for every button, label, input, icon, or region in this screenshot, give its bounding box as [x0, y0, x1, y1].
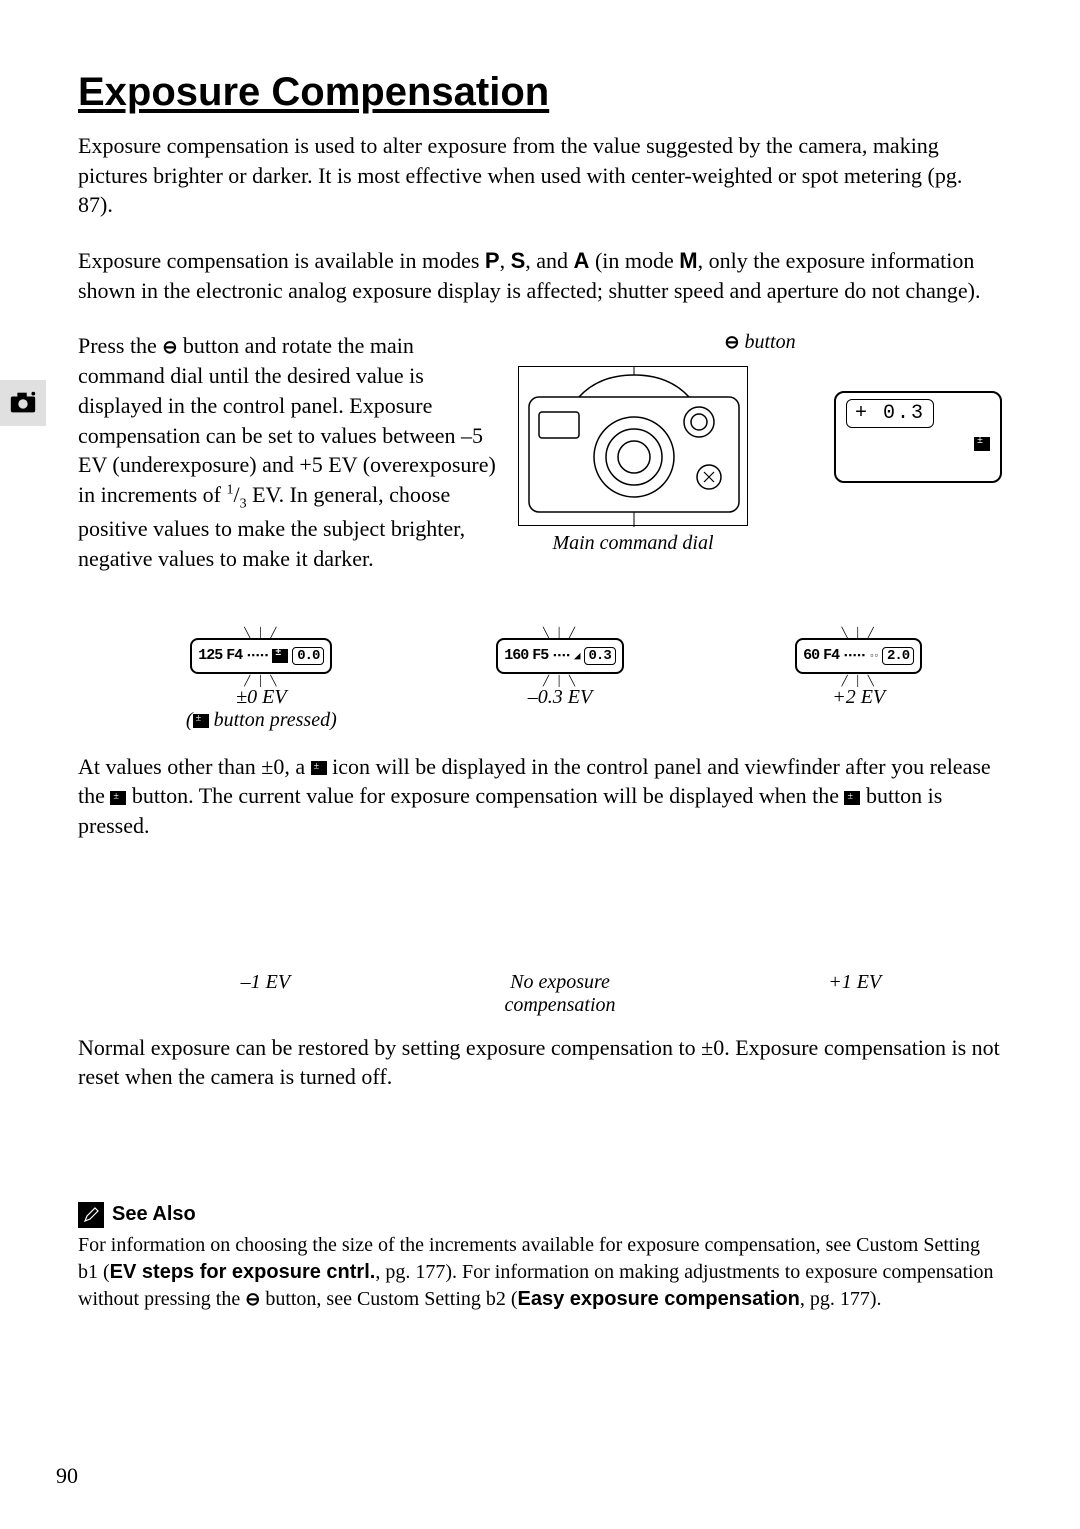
exposure-comp-button-glyph: ⊖ — [245, 1287, 260, 1311]
exposure-comp-button-glyph: ⊖ — [162, 335, 177, 359]
see-also-section: See Also For information on choosing the… — [78, 1202, 1002, 1313]
viewfinder-lcd: 160 F5 ▪▪▪▪ ◢ 0.3 — [496, 638, 623, 674]
panel-value: + 0.3 — [846, 399, 934, 428]
vf-examples-row: –1 EV No exposure compensation +1 EV — [118, 871, 1002, 1017]
exposure-comp-icon — [110, 791, 126, 805]
icon-display-paragraph: At values other than ±0, a icon will be … — [78, 752, 1002, 841]
page-title: Exposure Compensation — [78, 70, 1002, 115]
vf-item: No exposure compensation — [413, 871, 708, 1017]
page-number: 90 — [56, 1463, 78, 1489]
exposure-comp-icon — [974, 437, 990, 451]
viewfinder-lcd: 125 F4 ▪▪▪▪▪ 0.0 — [190, 638, 332, 674]
instruction-paragraph: Press the ⊖ button and rotate the main c… — [78, 331, 500, 573]
camera-diagram — [518, 366, 748, 526]
exposure-comp-icon — [272, 649, 288, 663]
lcd-item: ╲ │ ╱ 125 F4 ▪▪▪▪▪ 0.0 ╱ │ ╲ ±0 EV ( but… — [118, 630, 405, 732]
lcd-item: ╲ │ ╱ 60 F4 ▪▪▪▪▪ ▫▫ 2.0 ╱ │ ╲ +2 EV — [715, 630, 1002, 732]
see-also-title: See Also — [112, 1203, 196, 1226]
exposure-comp-icon — [844, 791, 860, 805]
vf-item: –1 EV — [118, 871, 413, 1017]
modes-paragraph: Exposure compensation is available in mo… — [78, 246, 1002, 305]
restore-paragraph: Normal exposure can be restored by setti… — [78, 1033, 1002, 1092]
main-dial-label: Main command dial — [518, 532, 748, 555]
section-tab-icon — [0, 380, 46, 426]
see-also-text: For information on choosing the size of … — [78, 1232, 1002, 1313]
pencil-icon — [78, 1202, 104, 1228]
lcd-examples-row: ╲ │ ╱ 125 F4 ▪▪▪▪▪ 0.0 ╱ │ ╲ ±0 EV ( but… — [118, 630, 1002, 732]
exposure-comp-icon — [311, 761, 327, 775]
vf-item: +1 EV — [707, 871, 1002, 1017]
lcd-item: ╲ │ ╱ 160 F5 ▪▪▪▪ ◢ 0.3 ╱ │ ╲ –0.3 EV — [417, 630, 704, 732]
intro-paragraph: Exposure compensation is used to alter e… — [78, 131, 1002, 220]
viewfinder-lcd: 60 F4 ▪▪▪▪▪ ▫▫ 2.0 — [795, 638, 922, 674]
button-label: ⊖ button — [518, 331, 1002, 354]
exposure-comp-icon — [193, 714, 209, 728]
control-panel-display: + 0.3 — [834, 391, 1002, 483]
exposure-comp-button-glyph: ⊖ — [724, 332, 739, 353]
